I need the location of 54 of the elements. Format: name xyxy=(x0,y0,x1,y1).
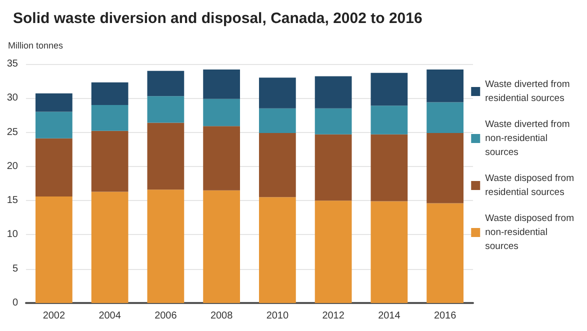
x-tick-label: 2006 xyxy=(154,310,178,322)
bar xyxy=(426,102,464,133)
y-tick-label: 15 xyxy=(6,195,18,206)
y-tick-label: 30 xyxy=(6,92,18,104)
bar xyxy=(147,70,184,96)
bar xyxy=(147,122,184,190)
bar xyxy=(36,196,72,303)
bar xyxy=(91,192,128,303)
bar xyxy=(147,190,184,303)
bar xyxy=(91,104,128,131)
legend-label: Waste disposed from residential sources xyxy=(485,173,574,198)
bar xyxy=(203,98,240,126)
x-tick-label: 2014 xyxy=(378,310,401,322)
bar xyxy=(147,96,184,123)
bar xyxy=(370,72,408,106)
bar xyxy=(370,201,408,303)
x-tick-label: 2010 xyxy=(266,310,289,322)
bar xyxy=(426,203,464,303)
bar xyxy=(259,197,296,303)
bar xyxy=(36,138,72,196)
x-tick-label: 2016 xyxy=(434,310,457,322)
bar xyxy=(36,93,72,112)
bar xyxy=(314,134,352,201)
y-tick-label: 35 xyxy=(6,58,18,70)
x-tick-label: 2012 xyxy=(322,310,345,322)
y-tick-label: 25 xyxy=(6,126,18,138)
bar xyxy=(370,134,408,202)
y-tick-label: 5 xyxy=(12,263,18,274)
y-tick-label: 10 xyxy=(6,229,18,240)
legend-label: Waste diverted from residential sources xyxy=(485,79,570,104)
bar xyxy=(91,82,128,105)
bar xyxy=(203,190,240,303)
bar xyxy=(259,78,296,108)
x-tick-label: 2004 xyxy=(98,310,122,322)
bar xyxy=(314,200,352,303)
legend-label: Waste disposed from non-residential sources xyxy=(485,213,574,252)
chart-title: Solid waste diversion and disposal, Canada, 2002 to 2016 xyxy=(13,10,422,27)
bar xyxy=(259,108,296,133)
x-tick-label: 2002 xyxy=(42,310,66,322)
legend-label: Waste diverted from non-residential sources xyxy=(485,119,570,158)
x-tick-label: 2008 xyxy=(210,310,234,322)
bar xyxy=(314,76,352,108)
bar xyxy=(426,132,464,204)
bar xyxy=(203,69,240,99)
y-axis-title: Million tonnes xyxy=(8,40,64,50)
bar xyxy=(370,106,408,134)
bar xyxy=(426,69,464,102)
bar xyxy=(259,132,296,198)
bar xyxy=(314,108,352,134)
y-tick-label: 20 xyxy=(6,160,18,172)
bar xyxy=(36,112,72,138)
bar xyxy=(203,126,240,190)
bar xyxy=(91,130,128,192)
y-tick-label: 0 xyxy=(12,298,18,308)
